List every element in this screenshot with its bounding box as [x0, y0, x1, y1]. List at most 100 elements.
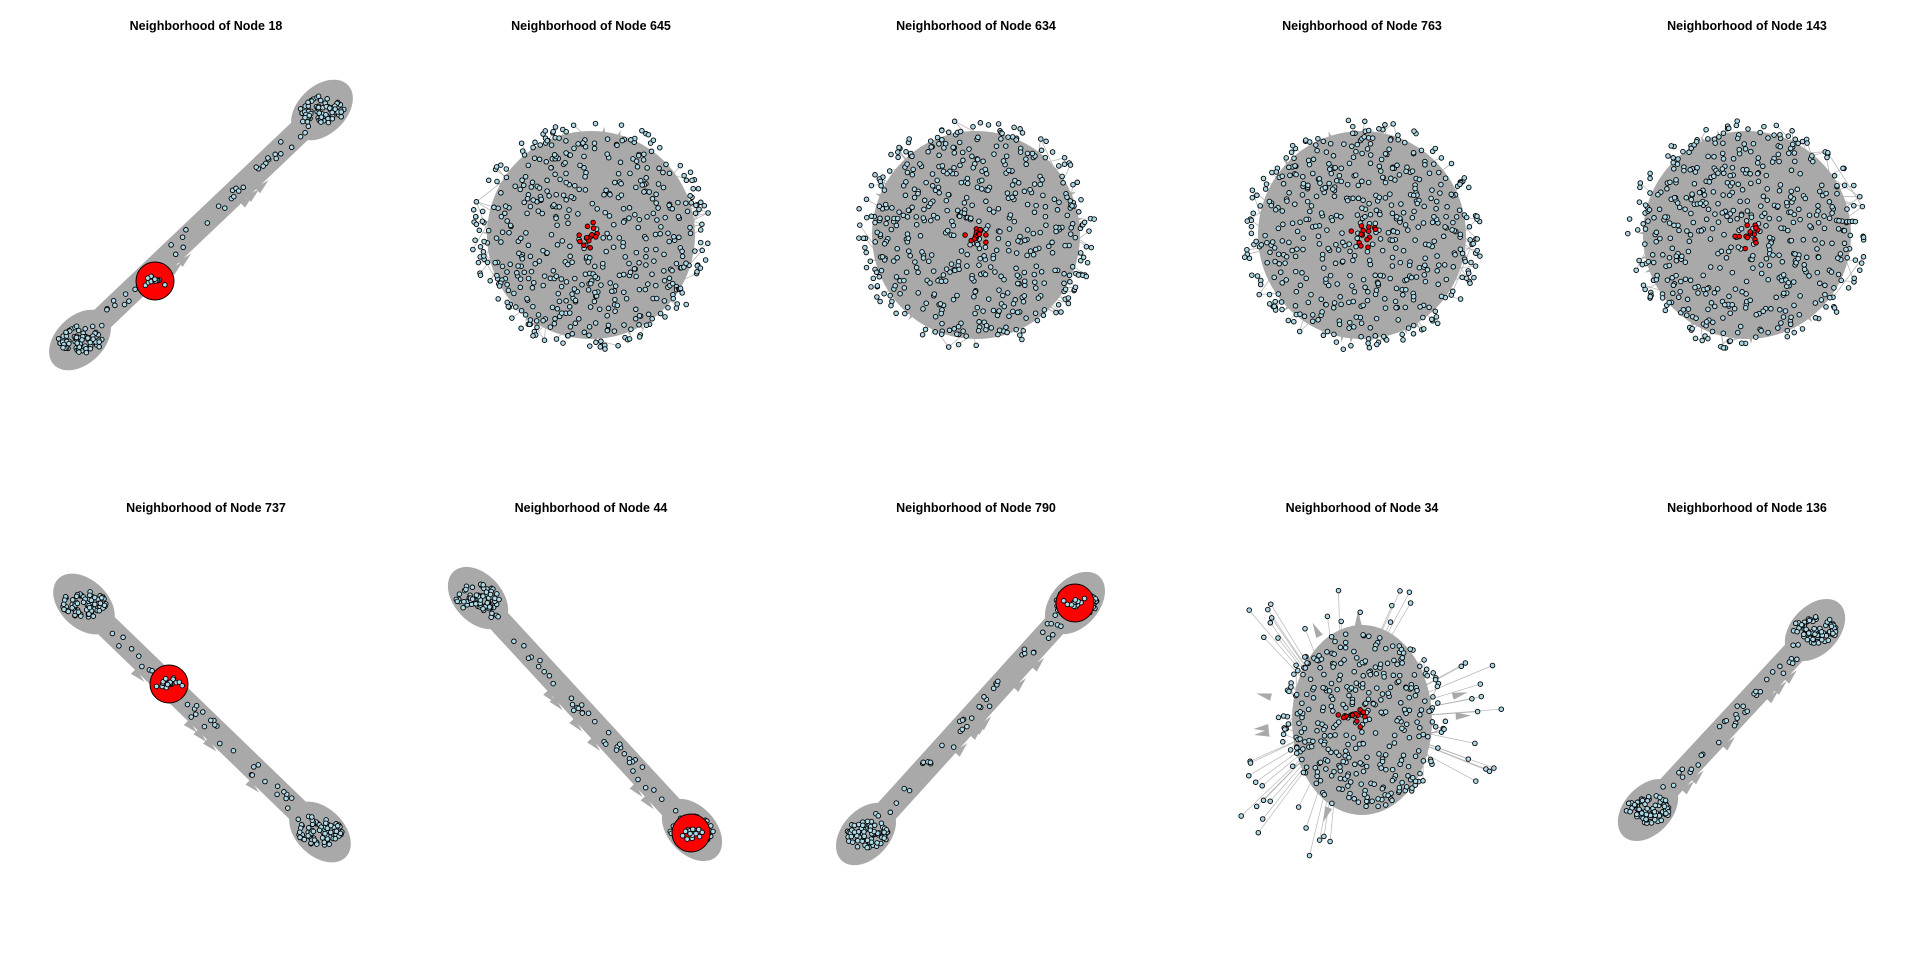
graph-node: [1349, 699, 1356, 706]
edge-arrow: [1746, 328, 1755, 344]
graph-edge: [569, 306, 609, 326]
graph-node: [610, 244, 617, 250]
graph-node: [496, 596, 502, 603]
nodes: [60, 589, 345, 848]
graph-edge: [1746, 239, 1816, 305]
graph-node: [69, 605, 75, 611]
graph-node: [116, 643, 122, 649]
highlight-node: [577, 238, 583, 245]
graph-node: [912, 259, 918, 265]
graph-node: [927, 138, 934, 144]
graph-node: [1442, 718, 1449, 725]
graph-node: [1789, 128, 1795, 134]
graph-node: [1792, 136, 1799, 143]
graph-node: [89, 323, 96, 330]
graph-node: [63, 329, 69, 336]
graph-node: [1469, 696, 1475, 702]
graph-node: [1412, 237, 1418, 243]
graph-node: [1803, 626, 1809, 633]
graph-node: [1679, 253, 1685, 260]
graph-node: [1260, 797, 1267, 804]
graph-node: [1328, 680, 1335, 687]
graph-node: [1468, 259, 1474, 266]
graph-node: [1347, 779, 1354, 785]
graph-node: [1273, 169, 1280, 175]
graph-node: [1346, 325, 1352, 331]
graph-node: [1351, 252, 1358, 259]
graph-node: [1040, 629, 1046, 636]
graph-edge: [1286, 200, 1407, 281]
graph-edge: [1323, 674, 1326, 728]
graph-node: [1353, 680, 1360, 686]
edge-arrow: [1312, 622, 1323, 638]
graph-node: [621, 751, 628, 757]
highlight-node: [1335, 712, 1342, 718]
graph-node: [1795, 642, 1801, 648]
graph-node: [1824, 154, 1830, 161]
graph-node: [1072, 284, 1079, 290]
graph-node: [297, 133, 304, 140]
graph-node: [1308, 291, 1314, 298]
graph-node: [1729, 164, 1736, 171]
graph-node: [619, 137, 625, 144]
graph-node: [1761, 210, 1768, 217]
graph-node: [563, 298, 569, 304]
graph-node: [1360, 197, 1366, 203]
graph-node: [1051, 196, 1058, 202]
graph-node: [659, 796, 665, 802]
graph-node: [1279, 208, 1286, 214]
graph-node: [1750, 265, 1756, 271]
graph-node: [476, 227, 483, 234]
graph-node: [1289, 763, 1296, 770]
graph-node: [628, 326, 634, 332]
graph-node: [1728, 244, 1734, 250]
graph-edge: [1678, 211, 1726, 298]
graph-node: [1354, 235, 1360, 242]
graph-node: [1021, 269, 1028, 276]
graph-node: [985, 187, 991, 193]
graph-node: [537, 657, 543, 664]
graph-node: [1777, 182, 1784, 188]
graph-node: [697, 227, 704, 233]
graph-node: [972, 289, 978, 295]
graph-node: [1307, 208, 1313, 215]
graph-node: [963, 194, 970, 201]
graph-edge: [1003, 214, 1011, 280]
graph-node: [683, 260, 689, 267]
graph-node: [1695, 762, 1701, 768]
graph-node: [919, 331, 926, 338]
graph-node: [981, 253, 987, 259]
graph-node: [1711, 173, 1717, 179]
graph-node: [1691, 181, 1698, 187]
graph-node: [1367, 152, 1374, 158]
graph-node: [906, 248, 912, 254]
graph-node: [1353, 745, 1359, 752]
graph-node: [626, 215, 632, 221]
graph-node: [977, 255, 983, 262]
graph-node: [1304, 198, 1311, 205]
graph-node: [528, 184, 535, 190]
highlight-node: [983, 232, 989, 238]
graph-node: [635, 224, 641, 231]
graph-node: [1376, 126, 1382, 132]
graph-node: [877, 298, 883, 305]
graph-edge: [1299, 645, 1400, 713]
graph-node: [274, 783, 281, 789]
graph-node: [1269, 239, 1276, 245]
graph-node: [897, 290, 903, 297]
graph-node: [1393, 214, 1400, 220]
graph-node: [863, 264, 870, 271]
graph-node: [1467, 237, 1473, 243]
graph-node: [1777, 306, 1783, 313]
network-graph: [1625, 118, 1867, 351]
graph-node: [1761, 123, 1767, 130]
graph-node: [1704, 285, 1711, 292]
graph-node: [1338, 301, 1344, 308]
graph-edge: [629, 260, 655, 276]
graph-node: [479, 208, 486, 215]
graph-node: [1272, 258, 1278, 265]
graph-node: [1340, 346, 1347, 352]
graph-node: [645, 281, 651, 287]
graph-node: [475, 259, 482, 266]
graph-node: [1350, 298, 1357, 305]
